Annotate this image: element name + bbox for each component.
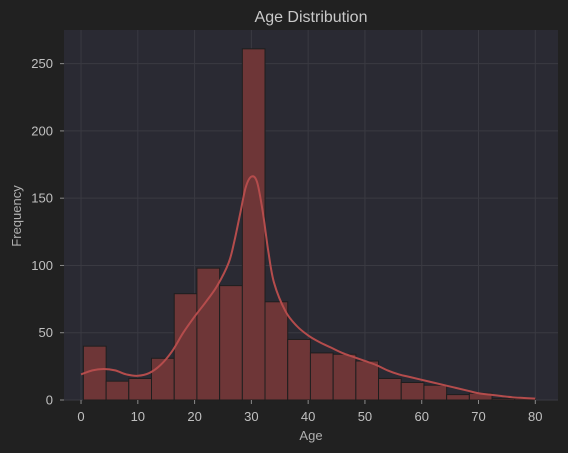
histogram-bar [241,48,266,401]
histogram-bar [491,398,516,401]
histogram-bar [128,377,153,401]
y-tick-label: 50 [39,325,53,340]
y-tick-label: 100 [31,258,53,273]
histogram-bar [219,285,243,401]
x-tick-label: 10 [131,409,145,424]
x-tick-label: 70 [471,409,485,424]
x-tick-label: 50 [358,409,372,424]
histogram-bar [309,352,334,401]
x-axis-ticks: 0 10 20 30 40 50 60 70 80 [77,400,543,424]
x-tick-label: 80 [528,409,542,424]
x-tick-label: 20 [187,409,201,424]
histogram-bar [151,357,175,401]
histogram-bar [173,293,198,401]
grid-lines [64,30,558,401]
histogram-bar [355,360,380,401]
y-axis-label: Frequency [9,185,24,247]
x-tick-label: 0 [77,409,84,424]
histogram-bar [287,338,311,401]
x-tick-label: 40 [301,409,315,424]
y-axis-ticks: 0 50 100 150 200 250 [31,56,64,408]
histogram-bar [378,377,402,401]
x-axis-label: Age [299,428,322,443]
histogram-bar [264,301,289,401]
histogram-bar [446,394,470,401]
x-tick-label: 60 [414,409,428,424]
histogram-bar [400,382,425,401]
chart-title: Age Distribution [255,9,368,26]
x-tick-label: 30 [244,409,258,424]
histogram-bar [423,384,448,401]
y-tick-label: 250 [31,56,53,71]
histogram-bar [332,353,357,401]
y-tick-label: 0 [46,393,53,408]
y-tick-label: 150 [31,191,53,206]
histogram-bar [105,380,130,401]
kde-curve [80,175,536,400]
y-tick-label: 200 [31,123,53,138]
